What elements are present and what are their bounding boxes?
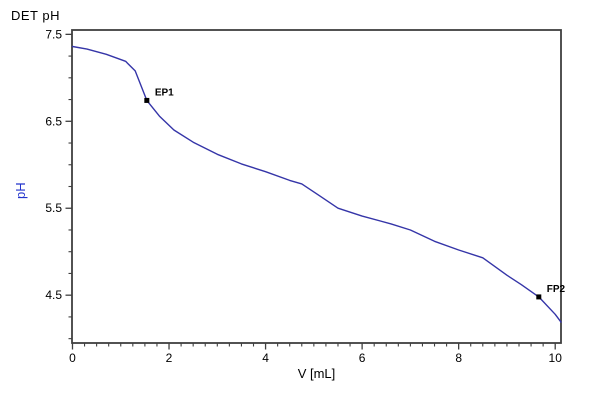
x-tick-label: 8 bbox=[455, 351, 462, 365]
x-tick-label: 0 bbox=[69, 351, 76, 365]
endpoint-marker-ep1 bbox=[144, 97, 150, 103]
x-tick-label: 10 bbox=[549, 351, 563, 365]
endpoint-marker-fp2 bbox=[536, 294, 542, 300]
y-tick-label: 6.5 bbox=[45, 114, 62, 128]
endpoint-label-ep1: EP1 bbox=[155, 87, 174, 98]
y-tick-label: 4.5 bbox=[45, 288, 62, 302]
x-tick-label: 4 bbox=[262, 351, 269, 365]
endpoint-label-fp2: FP2 bbox=[547, 284, 566, 295]
y-tick-label: 7.5 bbox=[45, 27, 62, 41]
plot-border bbox=[71, 29, 562, 344]
x-tick-label: 6 bbox=[359, 351, 366, 365]
chart-title: DET pH bbox=[11, 8, 60, 23]
x-tick-label: 2 bbox=[166, 351, 173, 365]
curve-ph bbox=[71, 45, 562, 323]
y-tick-label: 5.5 bbox=[45, 201, 62, 215]
x-axis-label: V [mL] bbox=[297, 366, 336, 381]
